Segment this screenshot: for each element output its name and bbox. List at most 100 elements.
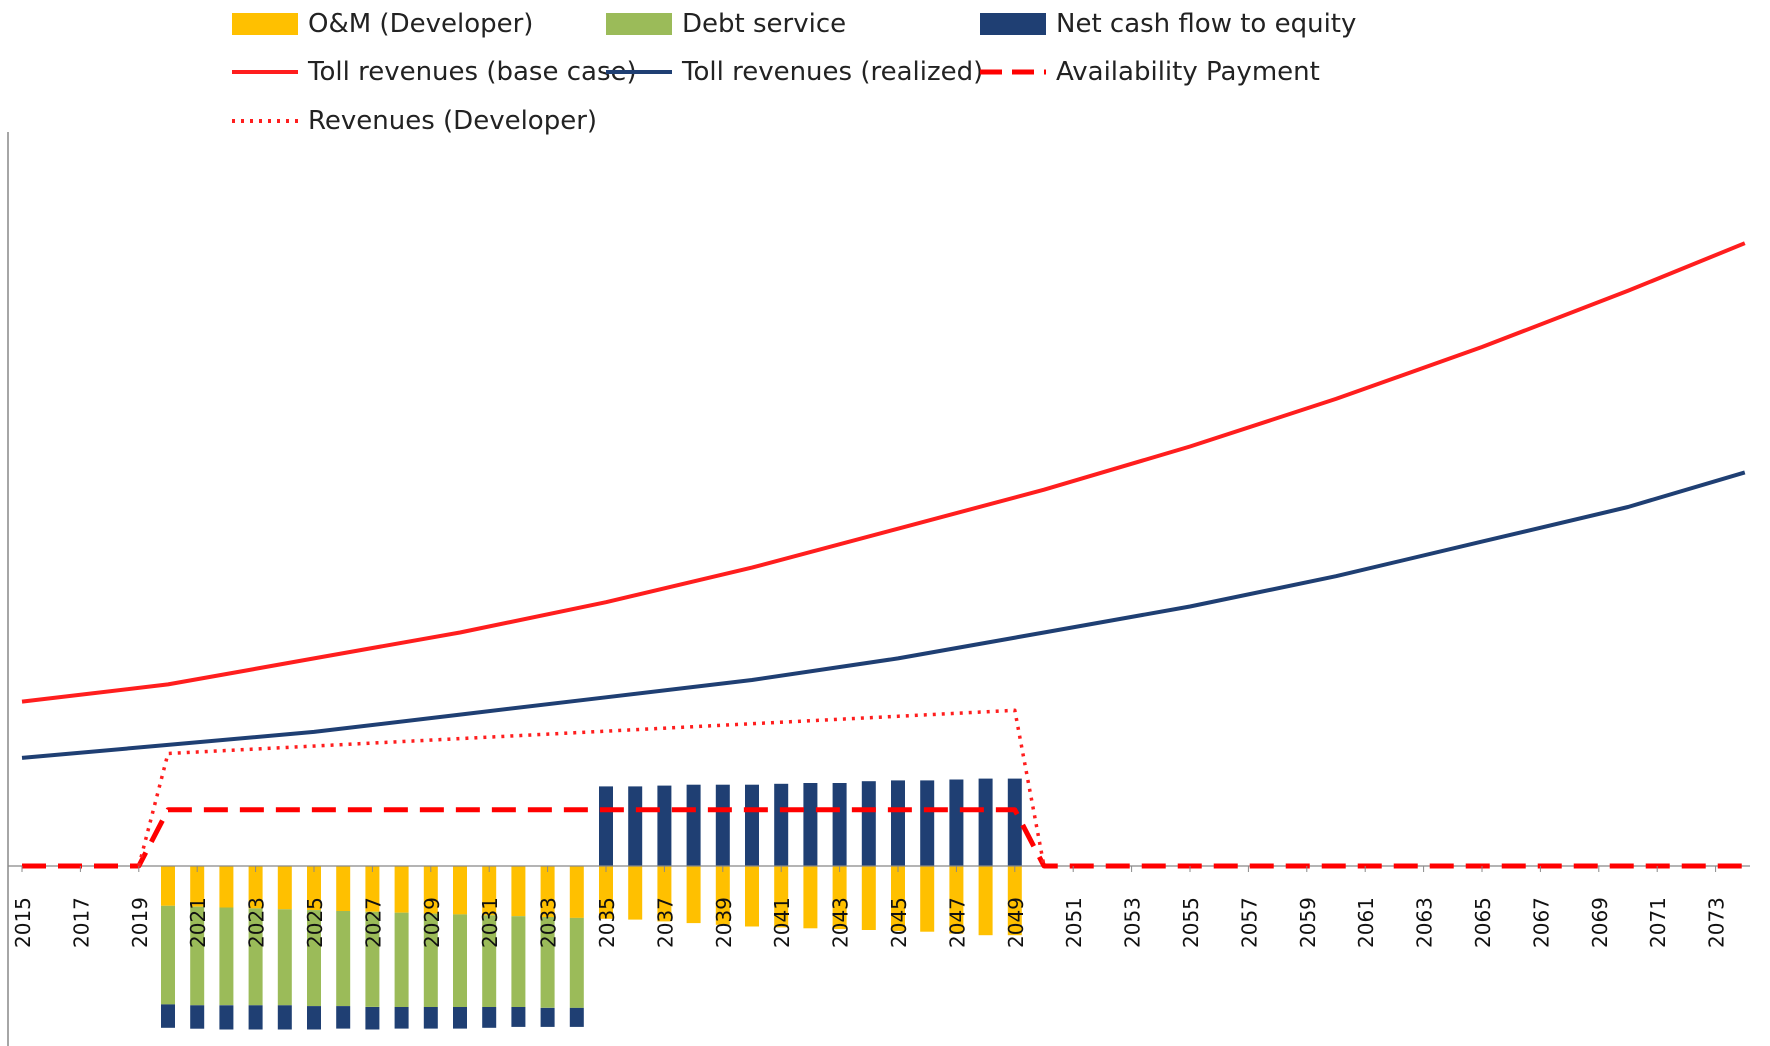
bar-debt-service-2030	[453, 914, 467, 1007]
x-tick-label-2051: 2051	[1062, 897, 1086, 948]
bar-o-m-developer--2026	[336, 866, 351, 911]
x-tick-label-2031: 2031	[478, 897, 502, 948]
bar-debt-service-2023	[248, 908, 263, 1006]
bar-net-cash-flow-to-equity-2024	[277, 1005, 292, 1030]
bar-o-m-developer--2034	[569, 866, 584, 918]
legend-label-revenues-developer: Revenues (Developer)	[308, 106, 598, 136]
bar-o-m-developer--2043	[832, 866, 847, 930]
x-tick-label-2045: 2045	[887, 897, 911, 948]
bar-debt-service-2020	[161, 905, 175, 1005]
x-tick-label-2071: 2071	[1646, 897, 1670, 948]
bar-net-cash-flow-to-equity-2022	[219, 1005, 234, 1030]
bar-debt-service-2021	[190, 906, 205, 1006]
bar-net-cash-flow-to-equity-2028	[394, 1007, 409, 1029]
bar-o-m-developer--2046	[920, 866, 935, 932]
bar-o-m-developer--2029	[423, 866, 438, 914]
bar-net-cash-flow-to-equity-2033	[540, 1007, 555, 1027]
legend-label-toll-base: Toll revenues (base case)	[308, 57, 637, 87]
bar-o-m-developer--2020	[161, 866, 175, 906]
legend-item-net-cash-flow: Net cash flow to equity	[980, 9, 1356, 39]
bar-o-m-developer--2044	[861, 866, 876, 930]
x-tick-label-2059: 2059	[1296, 897, 1320, 948]
bar-net-cash-flow-to-equity-2048	[978, 778, 993, 866]
bar-net-cash-flow-to-equity-2021	[190, 1005, 205, 1029]
bar-net-cash-flow-to-equity-2025	[307, 1006, 321, 1030]
x-tick-label-2033: 2033	[537, 897, 561, 948]
x-tick-label-2015: 2015	[11, 897, 35, 948]
bar-debt-service-2031	[482, 915, 497, 1007]
bar-o-m-developer--2038	[686, 866, 701, 924]
bar-net-cash-flow-to-equity-2042	[803, 783, 818, 866]
x-tick-label-2027: 2027	[361, 897, 385, 948]
bar-net-cash-flow-to-equity-2032	[511, 1007, 526, 1027]
x-tick-label-2037: 2037	[653, 897, 677, 948]
bar-o-m-developer--2021	[190, 866, 205, 907]
legend-line-availability-payment	[980, 69, 1046, 75]
bar-o-m-developer--2023	[248, 866, 263, 909]
bar-o-m-developer--2035	[599, 866, 613, 919]
legend-item-revenues-developer: Revenues (Developer)	[232, 106, 597, 136]
bar-debt-service-2025	[307, 910, 321, 1007]
legend-item-om: O&M (Developer)	[232, 9, 533, 39]
bar-debt-service-2027	[365, 911, 380, 1007]
bar-o-m-developer--2048	[978, 866, 993, 936]
bar-net-cash-flow-to-equity-2045	[891, 780, 905, 866]
bar-debt-service-2032	[511, 916, 526, 1007]
bar-o-m-developer--2042	[803, 866, 818, 929]
legend-line-toll-realized	[606, 70, 672, 74]
bar-o-m-developer--2031	[482, 866, 497, 916]
legend-item-debt-service: Debt service	[606, 9, 846, 39]
bar-o-m-developer--2024	[277, 866, 292, 910]
bar-o-m-developer--2030	[453, 866, 467, 915]
chart-legend: O&M (Developer) Debt service Net cash fl…	[0, 0, 1770, 150]
legend-item-toll-base: Toll revenues (base case)	[232, 57, 637, 87]
bar-o-m-developer--2025	[307, 866, 321, 911]
x-tick-label-2017: 2017	[69, 897, 93, 948]
bar-net-cash-flow-to-equity-2043	[832, 783, 847, 866]
legend-line-toll-base	[232, 70, 298, 74]
bar-o-m-developer--2027	[365, 866, 380, 912]
bar-o-m-developer--2040	[745, 866, 759, 927]
x-tick-label-2025: 2025	[303, 897, 327, 948]
x-tick-label-2065: 2065	[1471, 897, 1495, 948]
bar-net-cash-flow-to-equity-2049	[1007, 778, 1022, 866]
bar-net-cash-flow-to-equity-2029	[423, 1007, 438, 1029]
x-tick-label-2023: 2023	[245, 897, 269, 948]
bar-o-m-developer--2028	[394, 866, 409, 913]
legend-item-toll-realized: Toll revenues (realized)	[606, 57, 983, 87]
bar-o-m-developer--2033	[540, 866, 555, 917]
bar-o-m-developer--2022	[219, 866, 234, 908]
bar-debt-service-2026	[336, 911, 351, 1007]
bar-o-m-developer--2045	[891, 866, 905, 931]
bar-net-cash-flow-to-equity-2026	[336, 1006, 351, 1029]
x-tick-label-2041: 2041	[770, 897, 794, 948]
legend-line-revenues-developer	[232, 119, 298, 123]
bar-net-cash-flow-to-equity-2027	[365, 1007, 380, 1030]
bar-o-m-developer--2032	[511, 866, 526, 917]
bar-o-m-developer--2047	[949, 866, 964, 934]
bar-net-cash-flow-to-equity-2023	[248, 1005, 263, 1030]
x-tick-label-2053: 2053	[1121, 897, 1145, 948]
bar-net-cash-flow-to-equity-2046	[920, 780, 935, 866]
bar-o-m-developer--2037	[657, 866, 672, 922]
bar-net-cash-flow-to-equity-2041	[774, 783, 789, 866]
bar-o-m-developer--2041	[774, 866, 789, 928]
bar-net-cash-flow-to-equity-2036	[628, 786, 643, 866]
x-tick-label-2073: 2073	[1705, 897, 1729, 948]
bar-net-cash-flow-to-equity-2035	[599, 786, 613, 866]
x-tick-label-2057: 2057	[1237, 897, 1261, 948]
legend-swatch-net-cash-flow	[980, 13, 1046, 35]
bar-o-m-developer--2049	[1007, 866, 1022, 936]
legend-swatch-om	[232, 13, 298, 35]
legend-label-debt-service: Debt service	[682, 9, 847, 39]
x-tick-label-2047: 2047	[945, 897, 969, 948]
bar-debt-service-2022	[219, 907, 234, 1006]
x-tick-label-2061: 2061	[1354, 897, 1378, 948]
line-availability-payment	[22, 807, 1745, 869]
legend-label-om: O&M (Developer)	[308, 9, 534, 39]
bar-net-cash-flow-to-equity-2039	[715, 784, 730, 866]
bar-net-cash-flow-to-equity-2044	[861, 781, 876, 866]
bar-net-cash-flow-to-equity-2038	[686, 784, 701, 866]
x-tick-label-2067: 2067	[1529, 897, 1553, 948]
